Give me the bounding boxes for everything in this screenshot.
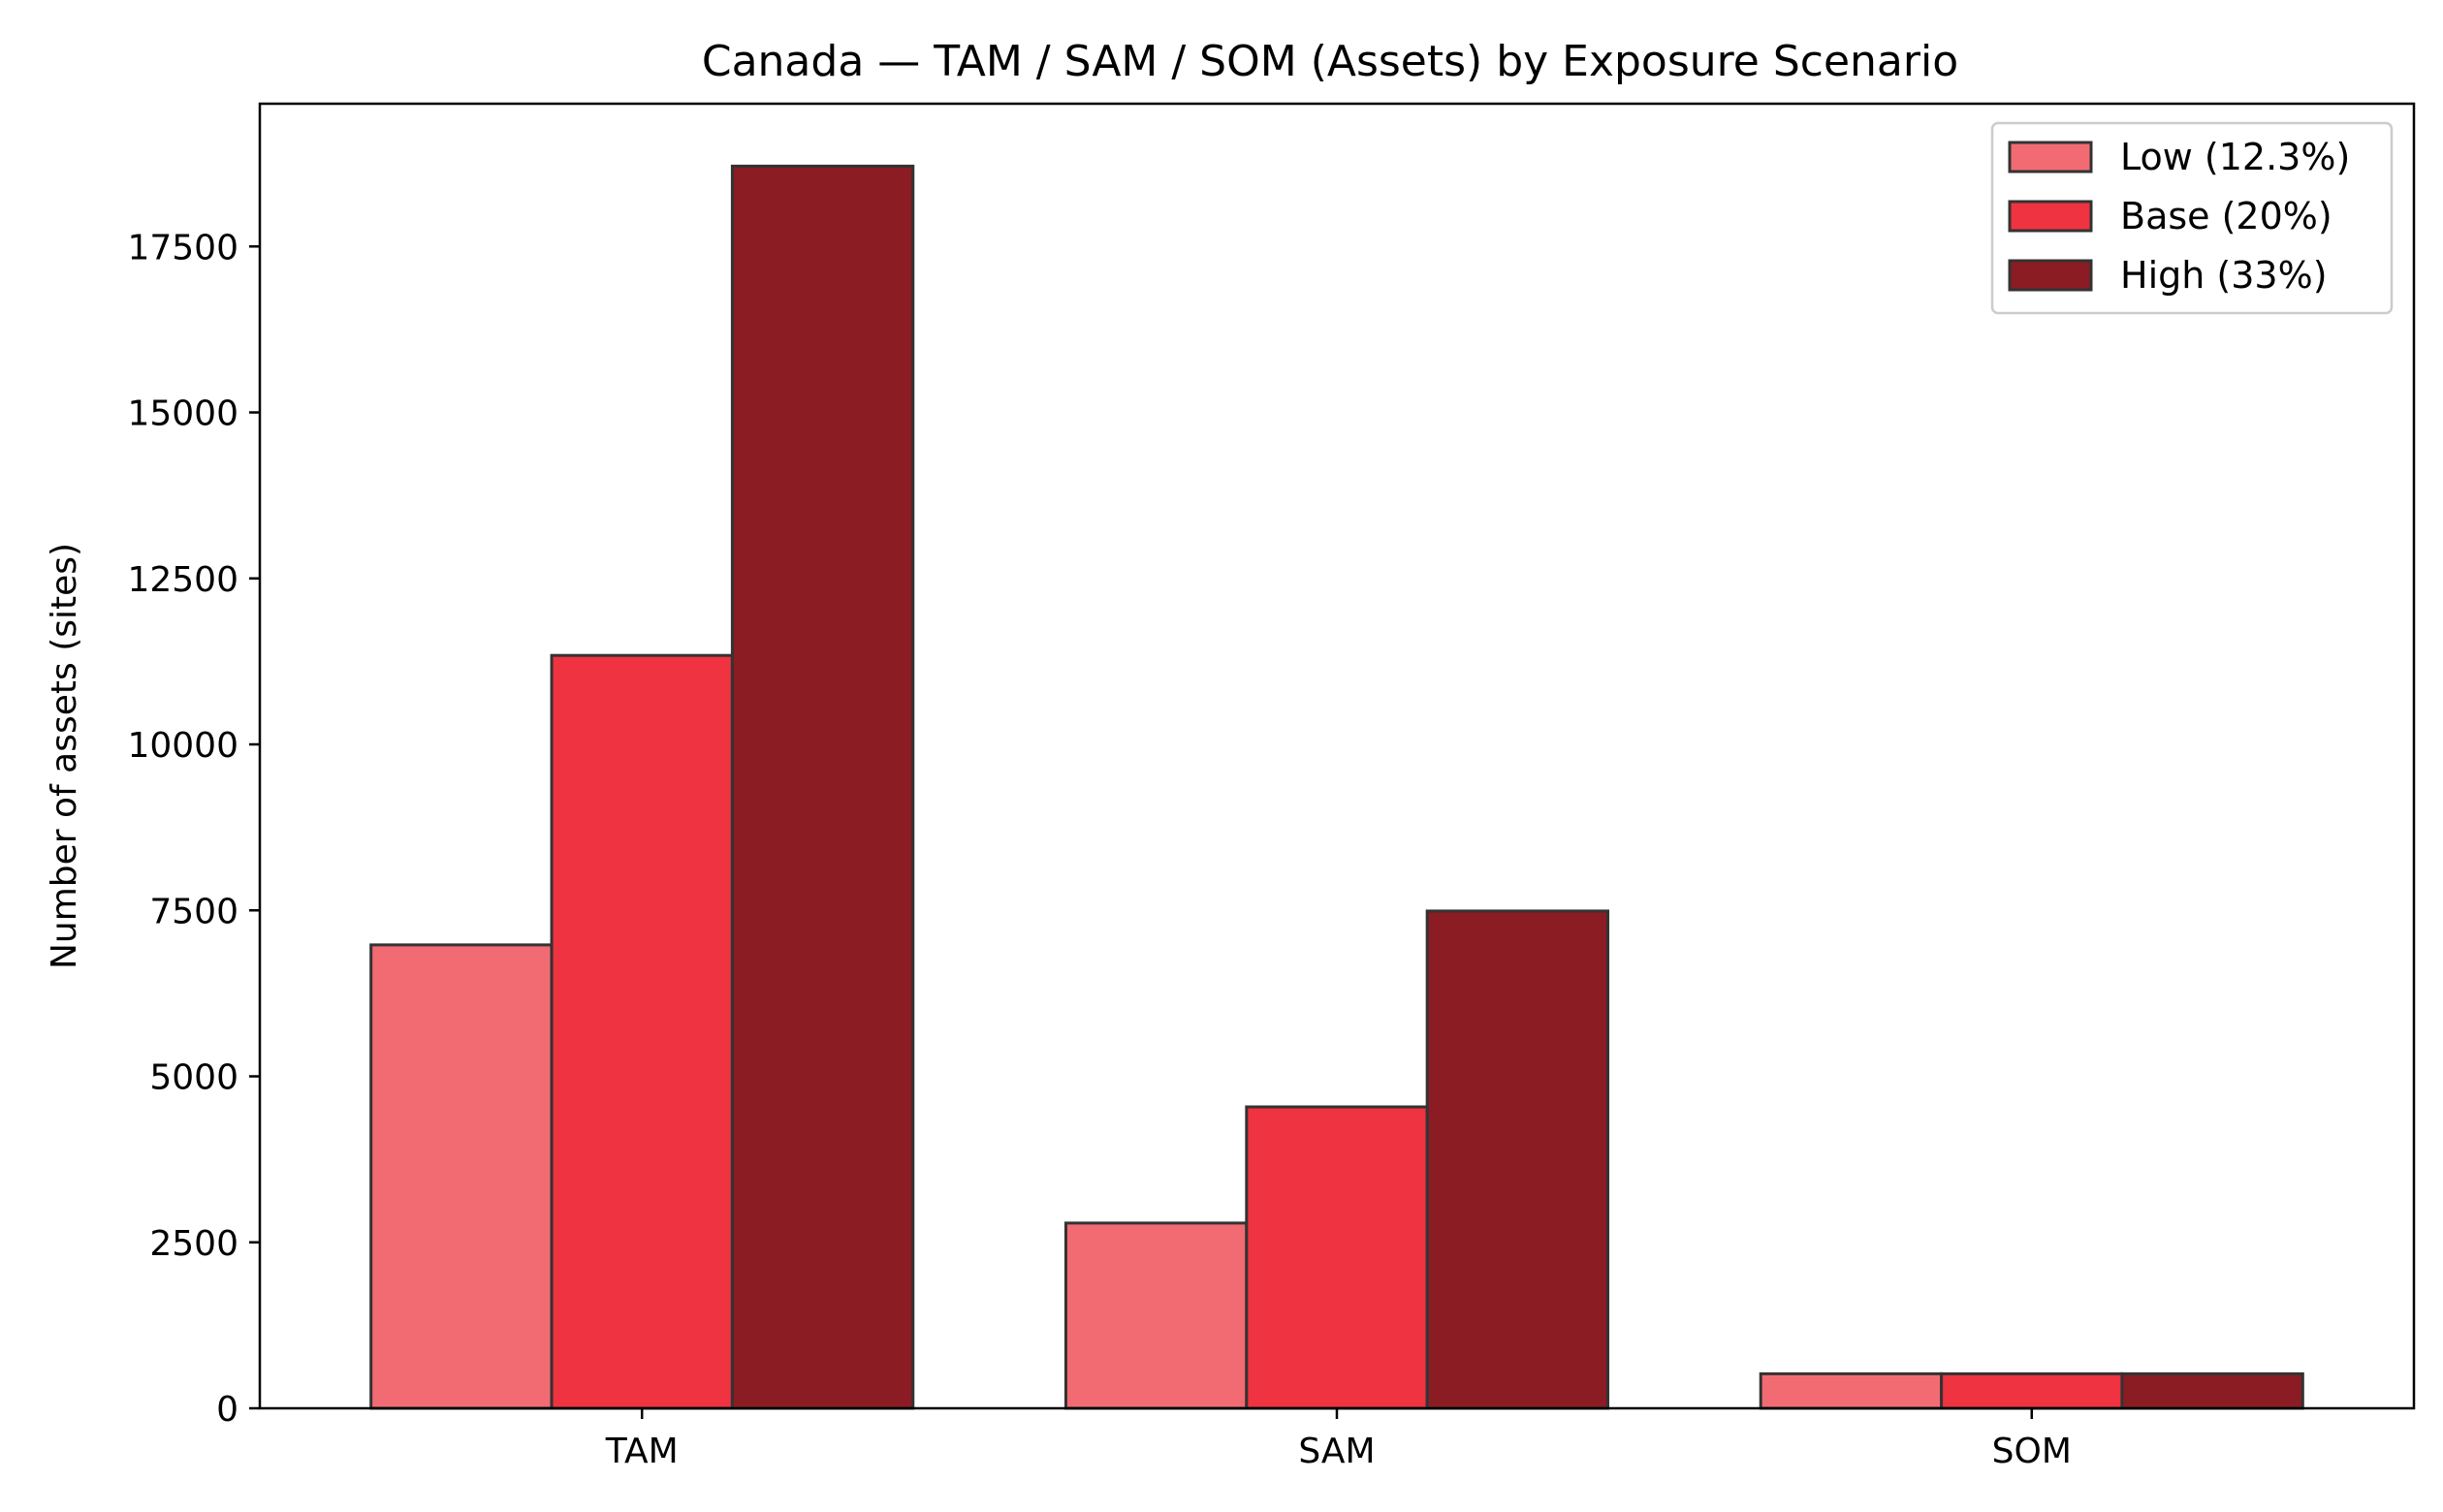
- x-tick-label-som: SOM: [1992, 1432, 2072, 1471]
- bar-tam-series-2: [730, 164, 915, 1410]
- legend-swatch: [2008, 200, 2093, 233]
- bar-som-series-0: [1759, 1371, 1944, 1410]
- y-tick-label: 0: [216, 1390, 238, 1430]
- y-tick-label: 7500: [149, 892, 238, 931]
- y-tick-label: 15000: [127, 394, 238, 434]
- y-tick-label: 10000: [127, 726, 238, 766]
- x-tick-label-sam: SAM: [1298, 1432, 1375, 1471]
- bar-sam-series-1: [1245, 1105, 1429, 1410]
- legend-label: Base (20%): [2120, 195, 2332, 237]
- bar-tam-series-1: [550, 653, 734, 1410]
- legend: Low (12.3%) Base (20%) High (33%): [1990, 121, 2394, 315]
- legend-label: High (33%): [2120, 254, 2328, 297]
- legend-swatch: [2008, 141, 2093, 173]
- legend-label: Low (12.3%): [2120, 136, 2350, 178]
- y-tick-label: 12500: [127, 560, 238, 600]
- y-axis: 0 2500 5000 7500 10000 12500 15000 17500: [127, 228, 260, 1430]
- chart-title: Canada — TAM / SAM / SOM (Assets) by Exp…: [702, 37, 1958, 86]
- bar-sam-series-0: [1063, 1221, 1249, 1410]
- bars-layer: [369, 164, 2304, 1410]
- y-tick-label: 5000: [149, 1058, 238, 1098]
- legend-swatch: [2008, 259, 2093, 292]
- y-tick-label: 2500: [149, 1224, 238, 1264]
- bar-sam-series-2: [1425, 909, 1610, 1410]
- y-axis-label: Number of assets (sites): [45, 543, 84, 969]
- x-tick-label-tam: TAM: [605, 1432, 679, 1471]
- y-tick-label: 17500: [127, 228, 238, 268]
- bar-tam-series-0: [369, 943, 554, 1410]
- x-axis: TAM SAM SOM: [605, 1408, 2072, 1471]
- bar-som-series-1: [1940, 1371, 2124, 1410]
- bar-som-series-2: [2120, 1371, 2304, 1410]
